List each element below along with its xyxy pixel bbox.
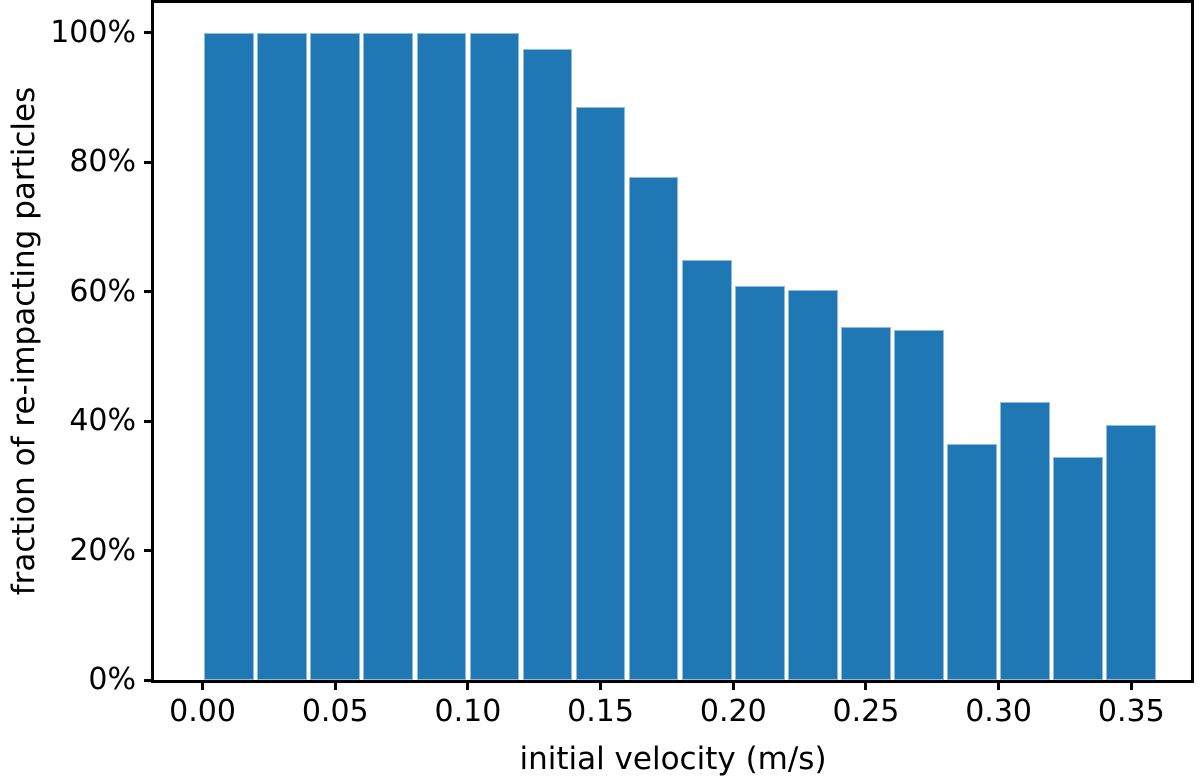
histogram-bar (681, 259, 732, 680)
x-tick-label: 0.30 (965, 694, 1033, 729)
histogram-bar (310, 32, 361, 680)
histogram-bar (257, 32, 307, 680)
histogram-bar (788, 290, 838, 680)
y-tick-label: 100% (50, 14, 136, 50)
y-tick-label: 0% (88, 662, 136, 697)
histogram-bar (734, 286, 785, 680)
histogram-bar (204, 32, 254, 680)
y-tick-mark (144, 160, 154, 164)
y-tick-label: 40% (69, 403, 136, 439)
x-tick-label: 0.10 (434, 694, 502, 729)
x-tick-mark (731, 680, 735, 690)
histogram-bar (1000, 402, 1050, 680)
histogram-bar (841, 326, 891, 680)
x-tick-label: 0.05 (301, 694, 369, 729)
histogram-bar (894, 329, 944, 680)
x-tick-mark (333, 680, 337, 690)
x-tick-label: 0.25 (832, 694, 900, 729)
y-tick-mark (144, 31, 154, 35)
histogram-bar (416, 32, 467, 680)
x-tick-mark (599, 680, 603, 690)
x-tick-mark (997, 680, 1001, 690)
histogram-bar (522, 48, 573, 680)
y-tick-label: 80% (69, 144, 136, 180)
histogram-bar (363, 32, 414, 680)
x-tick-mark (864, 680, 868, 690)
histogram-bar (1053, 456, 1104, 680)
y-tick-mark (144, 549, 154, 553)
histogram-bar (947, 444, 997, 680)
y-tick-mark (144, 678, 154, 682)
x-tick-label: 0.35 (1097, 694, 1165, 729)
y-tick-mark (144, 419, 154, 423)
x-tick-mark (1129, 680, 1133, 690)
y-tick-label: 20% (69, 532, 136, 568)
y-axis-label: fraction of re-impacting particles (6, 86, 42, 596)
histogram-bar (628, 177, 679, 680)
histogram-bar (469, 32, 520, 680)
histogram-bar (1106, 424, 1157, 680)
x-tick-mark (466, 680, 470, 690)
y-tick-mark (144, 290, 154, 294)
x-axis-label: initial velocity (m/s) (519, 741, 827, 776)
y-tick-label: 60% (69, 273, 136, 309)
x-tick-mark (201, 680, 205, 690)
x-tick-label: 0.15 (567, 694, 634, 729)
x-tick-label: 0.00 (169, 694, 236, 729)
x-tick-label: 0.20 (699, 694, 767, 729)
histogram-bar (575, 106, 626, 680)
